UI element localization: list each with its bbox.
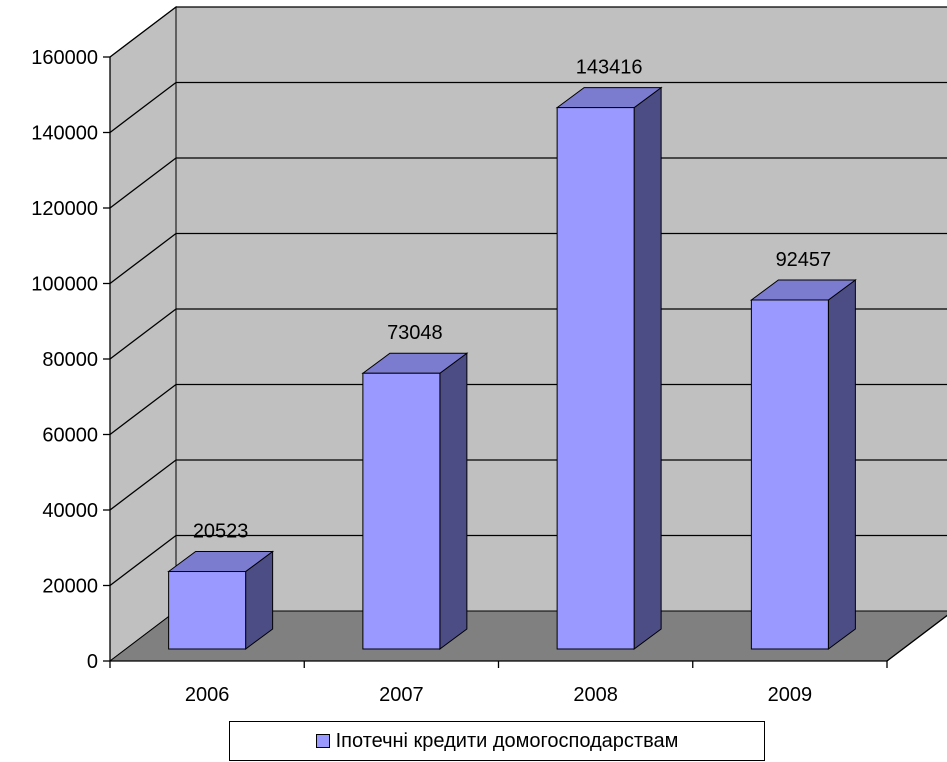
bar-side [633,86,662,650]
gridline [109,534,947,587]
gridline [109,81,947,134]
data-label: 143416 [576,57,643,79]
gridline [109,157,947,209]
bar-side [439,352,468,650]
y-tick-label: 100000 [31,274,98,296]
y-tick-label: 160000 [31,47,98,69]
x-tick-label: 2008 [573,684,618,706]
y-tick-label: 40000 [42,500,98,522]
y-tick-label: 0 [87,651,98,673]
bar [750,299,829,650]
gridline [109,6,947,58]
axes [103,56,947,668]
x-tick-label: 2007 [379,684,424,706]
bar-side [827,278,856,650]
data-label: 73048 [387,322,443,344]
legend: Іпотечні кредити домогосподарствам [229,721,765,761]
gridline [109,232,947,285]
bars [167,86,857,650]
x-tick-label: 2006 [185,684,230,706]
gridline [109,308,947,360]
y-tick-label: 80000 [42,349,98,371]
y-tick-label: 60000 [42,425,98,447]
y-tick-label: 140000 [31,123,98,145]
floor-edge [886,614,947,662]
labels: 0 20000 40000 60000 80000 100000 120000 140000 1… [31,47,831,706]
gridline [109,383,947,436]
data-label: 92457 [776,249,832,271]
data-label: 20523 [193,521,249,543]
gridlines [109,6,947,587]
x-tick-label: 2009 [768,684,813,706]
legend-label: Іпотечні кредити домогосподарствам [335,729,679,752]
bar [168,571,247,650]
bar [556,107,635,650]
y-tick-label: 20000 [42,576,98,598]
gridline [109,459,947,511]
legend-swatch [315,734,330,748]
y-tick-label: 120000 [31,198,98,220]
bar [362,372,441,650]
